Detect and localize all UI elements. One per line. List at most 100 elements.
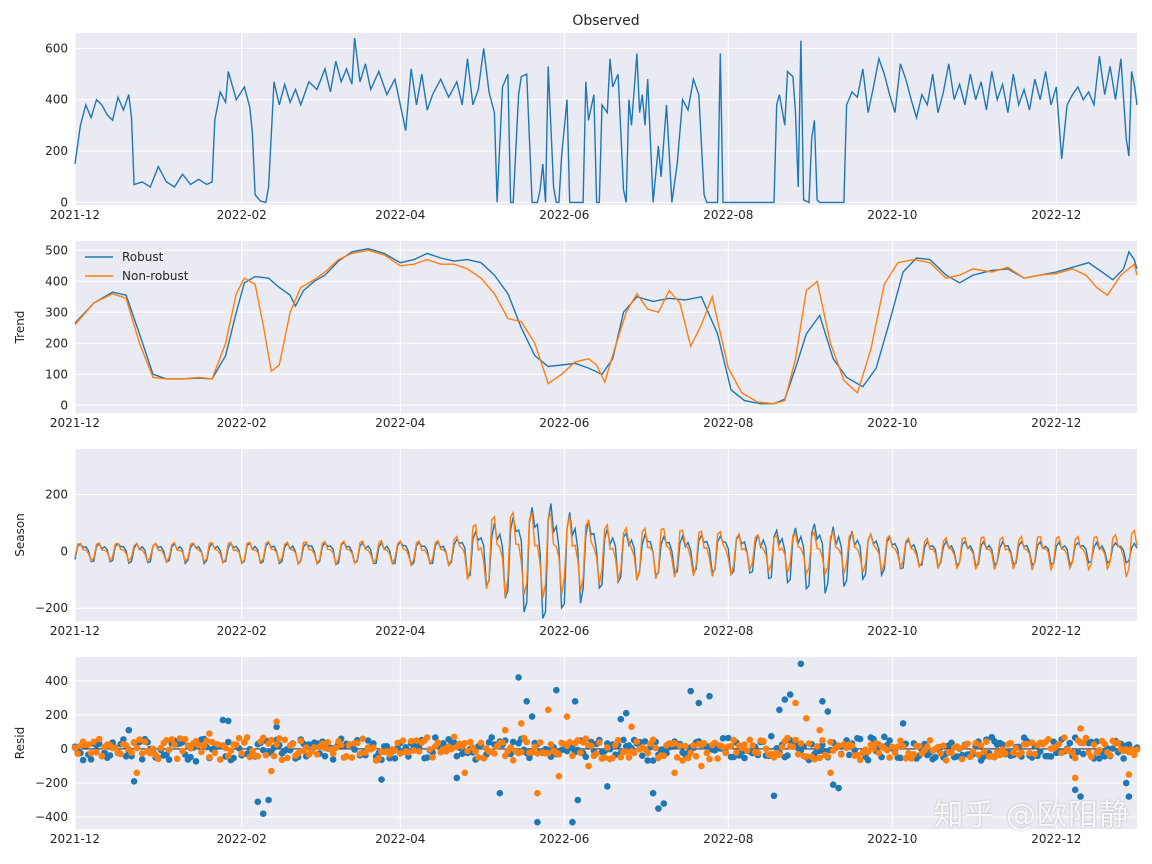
resid-point-non-robust (1125, 771, 1133, 778)
resid-point-robust (571, 698, 579, 705)
resid-point-non-robust (348, 754, 356, 761)
resid-point-robust (165, 756, 173, 763)
resid-point-non-robust (179, 747, 186, 755)
resid-point-non-robust (362, 749, 369, 756)
resid-point-non-robust (682, 742, 689, 750)
resid-point-non-robust (394, 739, 401, 747)
resid-point-non-robust (386, 751, 393, 758)
resid-point-robust (649, 789, 657, 797)
resid-point-non-robust (434, 739, 442, 746)
resid-point-non-robust (173, 755, 181, 763)
resid-point-non-robust (181, 735, 189, 743)
resid-point-non-robust (915, 742, 923, 750)
resid-point-robust (948, 739, 955, 747)
resid-point-robust (660, 800, 668, 807)
resid-point-robust (509, 738, 517, 746)
series-line-series (74, 38, 1138, 204)
resid-point-non-robust (246, 753, 254, 761)
resid-point-non-robust (95, 735, 103, 743)
resid-point-robust (617, 715, 625, 723)
resid-point-non-robust (415, 748, 423, 755)
x-tick-label: 2022-10 (867, 208, 917, 222)
resid-point-robust (87, 756, 95, 763)
resid-point-non-robust (477, 739, 485, 747)
series-line-non-robust (74, 510, 1138, 599)
x-tick-label: 2022-02 (217, 416, 267, 430)
resid-point-non-robust (582, 735, 590, 742)
resid-point-non-robust (700, 740, 708, 747)
resid-point-non-robust (816, 726, 823, 734)
resid-point-robust (515, 674, 522, 681)
resid-point-non-robust (268, 736, 275, 744)
resid-point-non-robust (332, 744, 340, 752)
resid-point-non-robust (996, 751, 1004, 759)
resid-point-non-robust (407, 737, 415, 745)
resid-point-non-robust (466, 738, 474, 746)
resid-point-non-robust (1058, 749, 1065, 757)
resid-point-non-robust (964, 740, 971, 747)
resid-point-robust (932, 753, 939, 761)
resid-point-non-robust (405, 749, 412, 756)
resid-point-non-robust (544, 706, 552, 714)
resid-point-robust (644, 757, 651, 764)
resid-point-non-robust (225, 752, 232, 760)
resid-point-non-robust (784, 734, 791, 742)
resid-point-non-robust (324, 739, 332, 746)
resid-point-robust (776, 706, 783, 714)
resid-point-non-robust (633, 738, 641, 745)
resid-point-non-robust (302, 744, 310, 751)
y-tick-label: 100 (45, 367, 68, 381)
x-tick-label: 2022-02 (217, 832, 267, 846)
x-tick-label: 2022-10 (867, 624, 917, 638)
resid-point-non-robust (630, 749, 638, 757)
watermark: 知乎 @欧阳静 (933, 798, 1130, 833)
resid-point-robust (899, 720, 907, 727)
resid-point-non-robust (203, 737, 210, 745)
resid-point-non-robust (294, 749, 302, 757)
resid-point-non-robust (827, 738, 834, 746)
resid-point-robust (163, 751, 170, 758)
resid-point-robust (574, 796, 582, 804)
resid-point-non-robust (910, 751, 918, 758)
resid-point-robust (741, 754, 748, 762)
resid-point-robust (620, 736, 627, 744)
resid-point-robust (286, 746, 294, 754)
resid-point-non-robust (1007, 739, 1014, 747)
resid-point-non-robust (1069, 749, 1076, 757)
x-tick-label: 2022-08 (703, 416, 753, 430)
resid-point-robust (655, 805, 662, 812)
resid-point-non-robust (811, 756, 818, 763)
y-tick-label: 200 (45, 487, 68, 501)
resid-point-non-robust (593, 750, 600, 757)
resid-point-robust (1109, 745, 1117, 752)
y-tick-label: 0 (60, 195, 68, 209)
resid-point-non-robust (1133, 746, 1141, 753)
y-tick-label: 0 (60, 742, 68, 756)
resid-point-robust (423, 754, 431, 761)
resid-point-non-robust (157, 744, 165, 752)
resid-point-robust (819, 741, 826, 749)
resid-point-non-robust (343, 753, 350, 760)
resid-point-non-robust (475, 754, 482, 761)
resid-point-non-robust (273, 718, 280, 725)
resid-point-non-robust (523, 738, 530, 746)
resid-point-non-robust (155, 755, 162, 763)
y-tick-label: 0 (60, 398, 68, 412)
resid-point-non-robust (741, 741, 748, 748)
series-line-robust (74, 247, 1138, 405)
resid-point-non-robust (1131, 751, 1138, 759)
resid-point-non-robust (501, 726, 509, 734)
y-tick-label: 400 (45, 93, 68, 107)
resid-point-non-robust (563, 713, 571, 720)
x-tick-label: 2022-04 (375, 416, 425, 430)
resid-point-non-robust (671, 769, 678, 777)
resid-point-non-robust (85, 741, 92, 748)
resid-point-non-robust (133, 744, 141, 752)
legend-label: Robust (122, 250, 164, 264)
resid-point-non-robust (187, 745, 194, 752)
resid-point-non-robust (889, 743, 896, 751)
resid-point-non-robust (227, 747, 235, 754)
resid-point-robust (999, 741, 1006, 748)
resid-point-non-robust (617, 753, 625, 761)
resid-point-non-robust (90, 738, 98, 746)
